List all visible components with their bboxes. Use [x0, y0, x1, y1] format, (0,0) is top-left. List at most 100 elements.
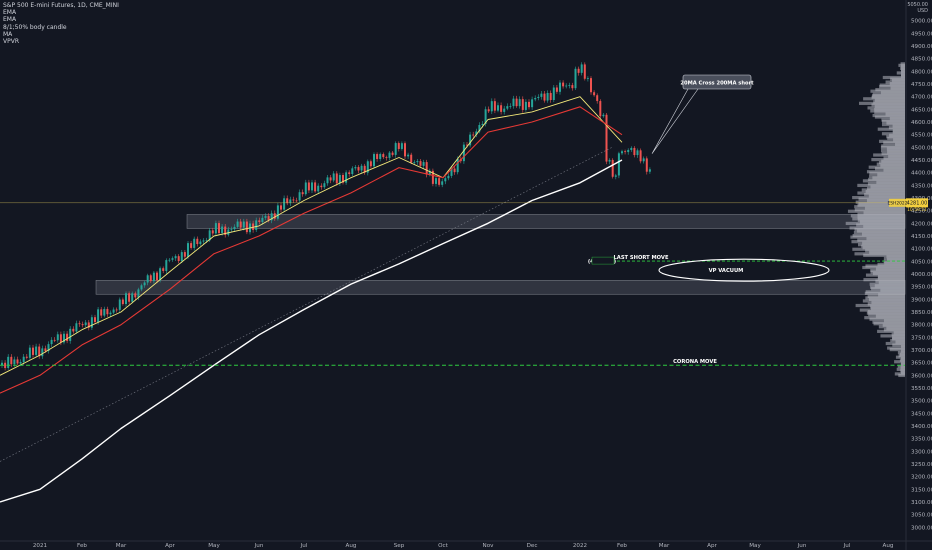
corona-move-label: CORONA MOVE: [673, 359, 717, 365]
price-tick-label: 4800.00: [911, 69, 932, 75]
candle-body: [53, 339, 56, 341]
price-tick-label: 3800.00: [911, 323, 932, 329]
price-tick-label: 3550.00: [911, 386, 932, 392]
candle-body: [230, 229, 233, 231]
legend-indicator-ema-fast[interactable]: EMA: [3, 9, 17, 17]
candle-body: [546, 92, 549, 101]
candle-body: [273, 213, 276, 219]
vp-vacuum-label: VP VACUUM: [709, 268, 744, 274]
candle-body: [605, 114, 608, 162]
candle-body: [500, 105, 503, 112]
price-tick-label: 3500.00: [911, 399, 932, 405]
candle-body: [422, 162, 425, 166]
supply-demand-zone: [186, 214, 906, 229]
candle-body: [69, 328, 72, 341]
candle-body: [276, 205, 279, 219]
candle-body: [162, 268, 165, 271]
candle-body: [602, 114, 605, 117]
candle-body: [183, 252, 186, 257]
candle-body: [444, 178, 447, 182]
candle-body: [25, 356, 28, 358]
price-tick-label: 3250.00: [911, 462, 932, 468]
price-tick-label: 4200.00: [911, 221, 932, 227]
legend-indicator-ema-slow[interactable]: EMA: [3, 16, 17, 24]
volume-profile-bar: [881, 144, 905, 148]
candle-body: [35, 346, 38, 355]
candle-body: [577, 68, 580, 73]
trend-line: [0, 147, 613, 462]
candle-body: [441, 181, 444, 185]
candle-body: [317, 185, 320, 192]
candle-body: [438, 178, 441, 185]
callout-pointer: [651, 88, 699, 154]
ema-fast-line: [0, 96, 623, 376]
candle-body: [478, 124, 481, 132]
candle-body: [280, 205, 282, 210]
price-tick-label: 4250.00: [911, 209, 932, 215]
candle-body: [134, 293, 137, 298]
time-tick-label: May: [208, 543, 220, 549]
candle-body: [493, 101, 496, 111]
time-tick-label: 2021: [33, 543, 48, 549]
candle-body: [112, 309, 115, 313]
candle-body: [497, 105, 499, 111]
candle-body: [205, 240, 208, 242]
candle-body: [109, 312, 112, 315]
candle-body: [528, 101, 530, 108]
candle-body: [481, 123, 484, 125]
candle-body: [41, 348, 44, 357]
candle-body: [617, 153, 620, 176]
candles: [1, 62, 651, 371]
legend: S&P 500 E-mini Futures, 1D, CME_MINI EMA…: [3, 2, 119, 45]
candle-body: [199, 241, 202, 245]
candle-body: [534, 98, 537, 100]
candle-body: [174, 256, 177, 259]
candle-body: [636, 150, 639, 156]
candle-body: [391, 152, 394, 155]
candle-body: [261, 217, 264, 223]
candle-body: [518, 99, 521, 107]
price-tick-label: 4600.00: [911, 120, 932, 126]
candle-body: [425, 162, 428, 175]
candle-body: [137, 289, 140, 298]
current-price-tag: [906, 198, 928, 208]
candle-body: [75, 323, 78, 332]
candle-body: [177, 256, 180, 262]
candle-body: [218, 223, 220, 234]
candle-body: [537, 96, 540, 99]
candle-body: [128, 293, 131, 302]
volume-profile-bar: [882, 75, 905, 80]
time-tick-label: Mar: [659, 543, 670, 549]
candle-body: [22, 356, 25, 363]
legend-indicator-vpvr[interactable]: VPVR: [3, 38, 19, 46]
candle-body: [571, 85, 574, 89]
candle-body: [19, 362, 22, 364]
currency-label: 5050.00 USD: [907, 2, 928, 14]
candle-body: [72, 328, 75, 332]
price-tick-label: 4750.00: [911, 82, 932, 88]
price-tick-label: 4050.00: [911, 259, 932, 265]
time-tick-label: Jun: [254, 543, 264, 549]
candle-body: [568, 85, 571, 86]
candle-body: [342, 175, 344, 183]
candle-body: [63, 333, 65, 343]
candle-body: [214, 223, 217, 234]
candle-body: [81, 324, 84, 326]
price-tick-label: 3600.00: [911, 373, 932, 379]
candle-body: [590, 78, 592, 93]
candle-body: [168, 259, 171, 261]
volume-profile: [845, 62, 905, 378]
candle-body: [608, 159, 611, 162]
candle-body: [580, 64, 583, 73]
legend-indicator-body-candle[interactable]: 8/1;50% body candle: [3, 23, 67, 31]
legend-symbol[interactable]: S&P 500 E-mini Futures, 1D, CME_MINI: [3, 2, 119, 9]
legend-indicator-ma[interactable]: MA: [3, 30, 13, 38]
callout-box: [682, 74, 752, 90]
candle-body: [407, 154, 410, 157]
candle-body: [187, 243, 189, 257]
candle-body: [267, 216, 270, 221]
candle-body: [286, 198, 289, 204]
current-price-time: 10:59:51: [907, 207, 927, 213]
